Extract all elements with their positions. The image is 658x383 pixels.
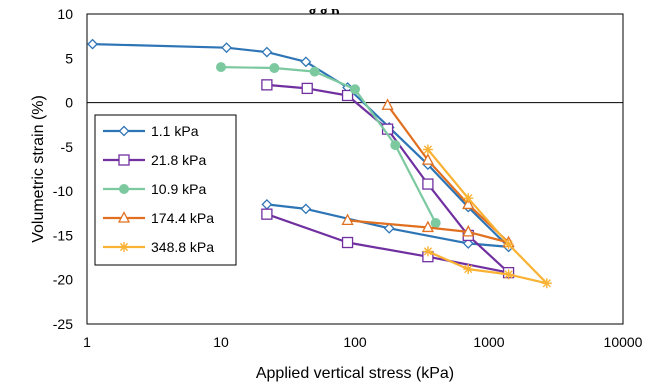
legend-marker <box>119 242 129 252</box>
legend: 1.1 kPa 21.8 kPa 10.9 kPa 174.4 kPa 348.8 kP… <box>94 114 237 266</box>
data-point <box>422 144 433 155</box>
data-point <box>341 213 354 226</box>
legend-item: 1.1 kPa <box>103 123 199 139</box>
data-point <box>381 98 394 110</box>
x-tick-label: 10000 <box>604 334 643 350</box>
data-point <box>463 264 474 275</box>
legend-item: 21.8 kPa <box>103 152 206 168</box>
data-point <box>503 239 514 250</box>
data-point <box>462 197 475 210</box>
y-tick-label: -5 <box>61 139 74 155</box>
data-point <box>430 218 441 229</box>
x-tick-label: 100 <box>343 334 367 350</box>
x-tick-label: 10 <box>213 334 229 350</box>
x-tick-label: 1000 <box>473 334 504 350</box>
data-point <box>463 193 474 204</box>
data-point <box>261 46 273 58</box>
data-point <box>350 84 360 95</box>
data-point <box>503 269 514 280</box>
data-point <box>221 42 232 54</box>
y-tick-label: 0 <box>65 95 73 111</box>
legend-label: 10.9 kPa <box>151 181 206 197</box>
data-point <box>269 63 280 74</box>
data-point <box>462 237 474 249</box>
data-point <box>300 203 312 215</box>
data-point <box>216 62 226 73</box>
legend-item: 174.4 kPa <box>103 210 214 226</box>
data-point <box>421 153 434 165</box>
legend-item: 348.8 kPa <box>103 239 214 255</box>
y-tick-label: -10 <box>53 183 73 199</box>
y-tick-label: 5 <box>65 50 73 66</box>
data-point <box>541 278 552 289</box>
data-point <box>87 38 98 50</box>
legend-marker <box>119 184 129 194</box>
data-point <box>390 140 401 151</box>
x-tick-label: 1 <box>83 334 91 350</box>
y-tick-label: 10 <box>57 6 73 22</box>
data-point <box>301 82 313 95</box>
series-line <box>266 83 510 274</box>
data-point <box>309 66 320 77</box>
data-point <box>421 220 434 233</box>
legend-item: 10.9 kPa <box>103 181 206 197</box>
x-axis-label: Applied vertical stress (kPa) <box>256 365 454 382</box>
legend-marker <box>117 211 131 223</box>
series-line <box>220 66 437 224</box>
data-point <box>462 224 475 237</box>
data-point <box>341 236 354 249</box>
series-1 <box>261 79 515 279</box>
data-point <box>261 79 273 91</box>
data-point <box>261 208 273 220</box>
y-tick-label: -15 <box>53 227 73 243</box>
legend-label: 21.8 kPa <box>151 152 206 168</box>
y-tick-label: -25 <box>53 316 73 332</box>
series-2 <box>216 62 441 229</box>
legend-label: 1.1 kPa <box>151 123 199 139</box>
data-point <box>422 246 433 257</box>
data-point <box>341 89 354 102</box>
y-tick-label: -20 <box>53 272 73 288</box>
legend-label: 348.8 kPa <box>151 239 214 255</box>
data-point <box>422 178 434 190</box>
legend-marker <box>118 125 130 137</box>
legend-marker <box>118 154 130 166</box>
data-point <box>300 56 312 68</box>
legend-label: 174.4 kPa <box>151 210 214 226</box>
data-point <box>383 222 395 234</box>
y-axis-label: Volumetric strain (%) <box>30 95 47 243</box>
series-4 <box>422 144 552 289</box>
